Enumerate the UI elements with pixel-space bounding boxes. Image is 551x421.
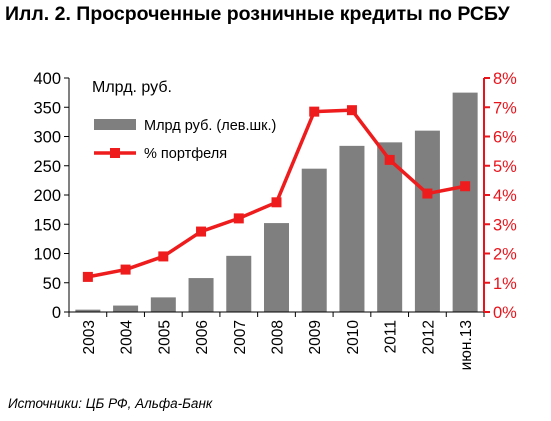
right-tick-label: 2%: [493, 246, 517, 264]
bar-2005: [150, 297, 176, 312]
x-tick-label: 2005: [156, 320, 173, 354]
right-tick-label: 6%: [493, 129, 517, 147]
x-tick-label: 2004: [119, 320, 136, 355]
right-tick-label: 1%: [493, 275, 517, 293]
bar-2004: [113, 305, 139, 312]
line-marker-2010: [346, 105, 357, 116]
line-marker-2004: [120, 264, 131, 275]
left-tick-label: 100: [33, 246, 61, 264]
bar-июн.13: [452, 92, 478, 312]
legend-bar-label: Млрд руб. (лев.шк.): [144, 118, 276, 134]
bar-2012: [414, 130, 440, 312]
x-tick-label: 2011: [383, 320, 400, 353]
bar-2003: [75, 309, 101, 312]
right-tick-label: 7%: [493, 99, 517, 117]
bar-2011: [377, 142, 403, 312]
right-tick-label: 5%: [493, 158, 517, 176]
bar-2009: [301, 168, 327, 312]
left-tick-label: 300: [33, 129, 61, 147]
x-tick-label: 2007: [232, 320, 249, 354]
x-tick-label: 2006: [194, 320, 211, 354]
line-marker-2008: [271, 197, 282, 208]
x-tick-label: 2012: [420, 320, 437, 354]
right-tick-label: 3%: [493, 216, 517, 234]
x-tick-label: 2010: [345, 320, 362, 355]
left-tick-label: 400: [33, 70, 61, 88]
bar-2007: [226, 255, 252, 312]
x-tick-label: 2003: [81, 320, 98, 354]
line-marker-2011: [384, 154, 395, 165]
x-tick-label: 2009: [307, 320, 324, 354]
line-marker-2007: [233, 213, 244, 224]
legend-line-marker: [110, 148, 120, 158]
x-tick-label: июн.13: [458, 320, 475, 370]
unit-label: Млрд. руб.: [92, 79, 172, 96]
bar-2006: [188, 278, 214, 312]
line-marker-2012: [422, 188, 433, 199]
legend-line-label: % портфеля: [144, 146, 227, 162]
x-tick-label: 2008: [270, 320, 287, 354]
left-tick-label: 250: [33, 158, 61, 176]
axes: 0 50 100 150 200 250 300 350 400 2003 2004 2005 2006…: [33, 70, 517, 370]
left-tick-label: 350: [33, 99, 61, 117]
line-marker-2009: [309, 106, 320, 117]
bar-series: [75, 92, 478, 312]
left-tick-label: 150: [33, 216, 61, 234]
left-tick-label: 50: [43, 275, 61, 293]
legend: Млрд. руб. Млрд руб. (лев.шк.) % портфеля: [92, 79, 276, 162]
source-note: Источники: ЦБ РФ, Альфа-Банк: [8, 396, 213, 411]
line-series: [82, 105, 471, 282]
bar-2008: [264, 223, 289, 312]
line-marker-июн.13: [460, 181, 471, 192]
line-marker-2006: [196, 226, 207, 237]
line-marker-2003: [82, 271, 93, 282]
right-tick-label: 8%: [493, 70, 517, 88]
left-tick-label: 200: [33, 187, 61, 205]
right-tick-label: 4%: [493, 187, 517, 205]
line-marker-2005: [158, 251, 169, 262]
bar-2010: [339, 145, 365, 312]
right-tick-label: 0%: [493, 304, 517, 322]
legend-bar-swatch: [94, 119, 136, 130]
left-tick-label: 0: [52, 304, 61, 322]
chart-title: Илл. 2. Просроченные розничные кредиты п…: [5, 3, 510, 25]
